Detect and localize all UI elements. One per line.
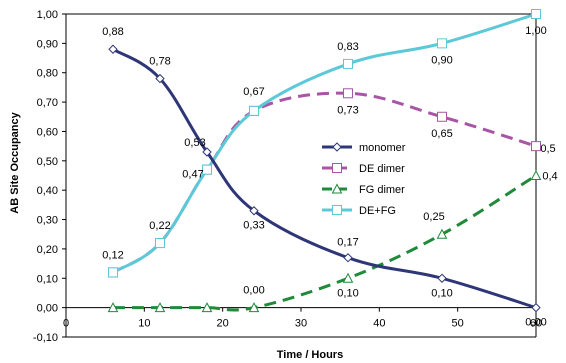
data-point-de-fg — [108, 267, 118, 278]
data-label-de-fg: 0,83 — [337, 41, 358, 53]
legend: monomer DE dimer FG dimer DE+FG — [322, 142, 406, 217]
series-line-de-fg — [112, 12, 537, 274]
legend-label-fg-dimer: FG dimer — [359, 184, 405, 196]
data-point-monomer — [249, 206, 259, 216]
data-label-fg-dimer: 0,10 — [337, 287, 358, 299]
data-point-de-fg — [202, 164, 212, 175]
data-label-de-fg: 0,22 — [149, 220, 170, 232]
data-label-fg-dimer: 0,4 — [542, 171, 557, 183]
data-label-de-fg: 0,67 — [243, 86, 264, 98]
data-point-de-dimer — [437, 111, 447, 122]
data-label-monomer: 0,53 — [184, 137, 205, 149]
series-monomer — [108, 44, 541, 313]
legend-label-de-fg: DE+FG — [359, 205, 396, 217]
data-label-monomer: 0,17 — [337, 237, 358, 249]
series-de-fg — [108, 9, 541, 278]
legend-item-monomer: monomer — [322, 142, 406, 154]
y-tick-label: 0,80 — [37, 68, 58, 80]
y-tick-label: 0,90 — [37, 38, 58, 50]
y-tick-label: 0,60 — [37, 126, 58, 138]
data-point-de-dimer — [343, 88, 353, 99]
data-point-monomer — [155, 73, 165, 84]
data-label-de-fg: 0,12 — [102, 249, 123, 261]
data-point-de-fg — [437, 38, 447, 49]
legend-marker-de-fg — [332, 205, 342, 215]
legend-marker-de-dimer — [332, 163, 342, 173]
data-point-monomer — [531, 302, 541, 313]
data-point-de-fg — [155, 238, 165, 249]
legend-marker-fg-dimer — [331, 183, 343, 194]
series-layer — [107, 9, 542, 313]
data-point-monomer — [202, 147, 212, 157]
data-label-monomer: 0,00 — [525, 317, 546, 329]
y-tick-label: 0,50 — [37, 156, 58, 168]
data-label-monomer: 0,88 — [102, 26, 123, 38]
legend-item-de-fg: DE+FG — [322, 205, 396, 217]
data-label-de-dimer: 0,65 — [431, 128, 452, 140]
data-point-fg-dimer — [436, 228, 448, 239]
series-line-monomer — [112, 47, 537, 310]
legend-item-de-dimer: DE dimer — [322, 163, 405, 175]
data-point-de-fg — [343, 58, 353, 69]
data-point-monomer — [343, 253, 353, 263]
y-tick-label: 0,20 — [37, 244, 58, 256]
y-tick-label: 0,30 — [37, 215, 58, 227]
data-label-de-dimer: 0,73 — [337, 104, 358, 116]
x-tick-label: 30 — [295, 318, 307, 330]
data-label-de-fg: 0,90 — [431, 54, 452, 66]
x-axis-title: Time / Hours — [277, 349, 343, 361]
legend-item-fg-dimer: FG dimer — [322, 183, 405, 196]
y-axis-title: AB Site Occupancy — [9, 111, 21, 213]
data-point-fg-dimer — [107, 302, 119, 313]
legend-marker-monomer — [332, 142, 342, 152]
series-fg-dimer — [107, 169, 542, 313]
x-tick-label: 0 — [63, 318, 69, 330]
y-tick-label: 0,10 — [37, 273, 58, 285]
data-point-de-fg — [249, 105, 259, 116]
data-label-fg-dimer: 0,25 — [423, 211, 444, 223]
y-tick-label: 1,00 — [37, 9, 58, 21]
data-point-de-dimer — [531, 141, 541, 152]
y-tick-label: -0,10 — [33, 332, 58, 344]
series-line-fg-dimer — [113, 174, 537, 312]
y-tick-label: 0,00 — [37, 303, 58, 315]
data-label-fg-dimer: 0,00 — [243, 285, 264, 297]
data-point-fg-dimer — [530, 169, 542, 180]
x-tick-label: 20 — [217, 318, 229, 330]
y-tick-label: 0,70 — [37, 97, 58, 109]
data-label-monomer: 0,78 — [149, 56, 170, 68]
data-point-fg-dimer — [248, 302, 260, 313]
data-point-monomer — [108, 44, 118, 54]
data-point-fg-dimer — [201, 302, 213, 313]
data-point-monomer — [437, 273, 447, 283]
data-point-fg-dimer — [154, 302, 166, 313]
data-label-de-fg: 0,47 — [182, 169, 203, 181]
data-label-monomer: 0,10 — [431, 287, 452, 299]
data-label-de-dimer: 0,5 — [540, 143, 555, 155]
data-label-monomer: 0,33 — [243, 220, 264, 232]
series-line-de-dimer — [112, 91, 537, 274]
legend-label-de-dimer: DE dimer — [359, 163, 405, 175]
data-point-fg-dimer — [342, 272, 354, 283]
x-tick-label: 60 — [530, 318, 542, 330]
legend-label-monomer: monomer — [359, 142, 406, 154]
data-point-de-fg — [531, 9, 541, 19]
x-tick-label: 40 — [373, 318, 385, 330]
data-label-de-fg: 1,00 — [525, 25, 546, 37]
y-tick-label: 0,40 — [37, 185, 58, 197]
x-tick-label: 50 — [452, 318, 464, 330]
axes: -0,10 0,00 0,10 0,20 0,30 0,40 0,50 0,60 0,70 0,8… — [33, 9, 542, 344]
x-tick-label: 10 — [138, 318, 150, 330]
data-labels: 0,73 0,65 0,5 0,00 0,10 0,25 0,4 0,12 0,22 0,47 0,… — [102, 25, 557, 329]
